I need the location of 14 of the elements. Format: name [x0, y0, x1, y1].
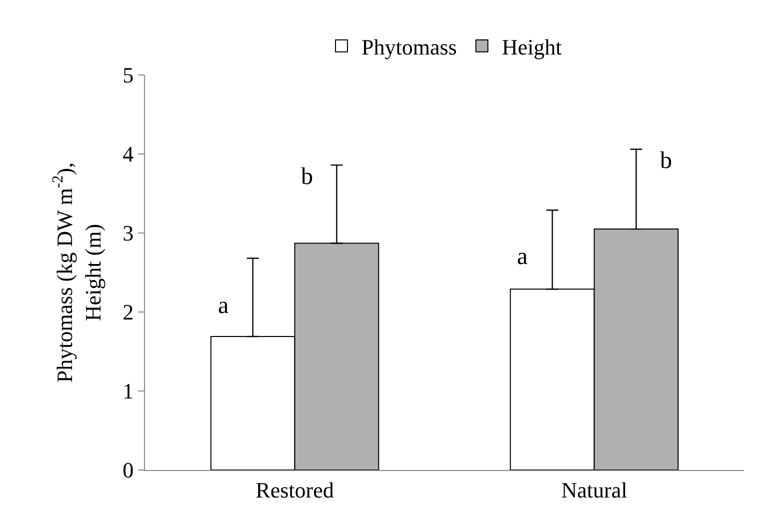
annotation: b [301, 164, 313, 190]
y-tick-label: 1 [122, 378, 134, 404]
annotation: a [218, 293, 229, 319]
y-tick-label: 0 [122, 458, 134, 483]
x-tick-label: Natural [561, 477, 628, 502]
legend-label: Phytomass [362, 34, 457, 60]
y-tick-label: 2 [122, 300, 134, 325]
x-tick-label: Restored [256, 477, 334, 502]
y-tick-label: 3 [122, 220, 134, 246]
annotation: a [517, 244, 528, 270]
y-tick-label: 4 [122, 142, 134, 167]
annotation: b [660, 148, 672, 174]
y-tick-label: 5 [122, 62, 134, 88]
legend-label: Height [502, 34, 562, 60]
